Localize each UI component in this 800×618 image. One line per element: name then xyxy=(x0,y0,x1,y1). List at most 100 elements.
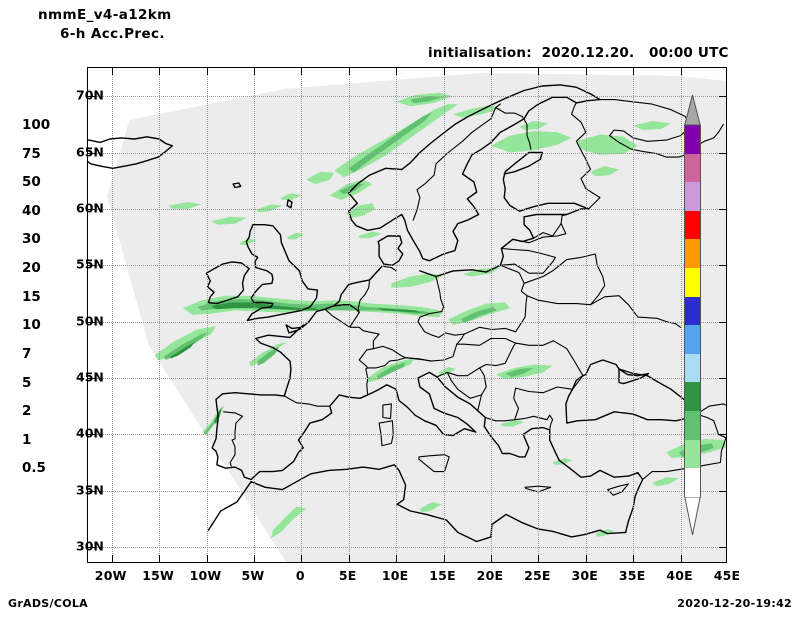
graticule-parallel xyxy=(88,434,726,436)
graticule-meridian xyxy=(585,68,587,562)
precipitation-contour xyxy=(453,105,501,118)
y-axis-tick xyxy=(88,490,95,492)
map-plot-frame[interactable] xyxy=(87,67,727,563)
map-outline xyxy=(419,151,590,278)
colorbar-band-100[interactable] xyxy=(684,125,701,154)
colorbar-label-20: 20 xyxy=(22,260,41,277)
colorbar-band-5[interactable] xyxy=(684,382,701,412)
map-outline xyxy=(232,182,242,189)
graticule-parallel xyxy=(88,152,726,154)
y-axis-tick-label: 40N xyxy=(76,425,104,441)
y-axis-tick xyxy=(719,96,726,98)
precipitation-contour xyxy=(419,502,442,513)
map-outline xyxy=(500,213,568,249)
map-outline xyxy=(642,413,726,481)
colorbar-label-10: 10 xyxy=(22,317,41,334)
precipitation-contour xyxy=(348,112,433,173)
precipitation-contour xyxy=(346,203,376,218)
y-axis-tick xyxy=(719,208,726,210)
map-outline xyxy=(618,368,650,385)
footer-credit: GrADS/COLA xyxy=(8,597,88,610)
x-axis-tick xyxy=(585,555,587,562)
precipitation-contour xyxy=(280,193,302,200)
x-axis-tick xyxy=(206,555,208,562)
map-outline xyxy=(377,235,404,266)
colorbar-under-arrow-outline xyxy=(684,497,701,536)
colorbar-band-2[interactable] xyxy=(684,411,701,440)
y-axis-tick xyxy=(88,208,95,210)
map-outline xyxy=(463,264,528,335)
map-outline xyxy=(333,279,371,314)
map-outline xyxy=(283,395,331,407)
colorbar-band-1[interactable] xyxy=(684,439,701,469)
colorbar-band-10[interactable] xyxy=(684,325,701,354)
precipitation-contour xyxy=(633,121,672,130)
x-axis-tick xyxy=(301,68,303,75)
x-axis-tick-label: 5W xyxy=(241,568,265,583)
graticule-meridian xyxy=(111,68,113,562)
colorbar-label-7: 7 xyxy=(22,345,32,362)
x-axis-tick-label: 0 xyxy=(295,568,305,583)
coastlines-and-borders xyxy=(88,84,726,543)
x-axis-tick-label: 25E xyxy=(524,568,551,583)
colorbar-band-7[interactable] xyxy=(684,353,701,383)
map-outline xyxy=(696,403,726,415)
colorbar-band-30[interactable] xyxy=(684,239,701,269)
colorbar-label-2: 2 xyxy=(22,403,32,420)
map-outline xyxy=(599,99,724,158)
y-axis-tick-label: 70N xyxy=(76,87,104,103)
header-left: nmmE_v4-a12km 6-h Acc.Prec. xyxy=(38,6,378,44)
map-outline xyxy=(88,136,174,169)
footer-timestamp: 2020-12-20-19:42 xyxy=(677,597,792,610)
graticule-meridian xyxy=(680,68,682,562)
precipitation-contour xyxy=(377,362,406,380)
y-axis-tick xyxy=(719,434,726,436)
precipitation-contour xyxy=(257,346,280,366)
precipitation-contour xyxy=(358,231,382,239)
colorbar-band-75[interactable] xyxy=(684,153,701,183)
x-axis-tick xyxy=(633,555,635,562)
graticule-meridian xyxy=(206,68,208,562)
map-outline xyxy=(477,367,487,412)
x-axis-tick xyxy=(443,68,445,75)
model-name: nmmE_v4-a12km xyxy=(38,7,172,23)
precipitation-contour xyxy=(377,308,421,313)
x-axis-tick-label: 45E xyxy=(713,568,741,583)
x-axis-tick xyxy=(348,68,350,75)
precipitation-contour xyxy=(590,166,619,177)
x-axis-tick-label: 20E xyxy=(476,568,504,583)
map-outline xyxy=(484,340,584,422)
y-axis-tick-label: 60N xyxy=(76,200,104,216)
x-axis-tick xyxy=(111,555,113,562)
colorbar-band-0-5[interactable] xyxy=(684,468,701,497)
colorbar-band-20[interactable] xyxy=(684,268,701,297)
x-axis-tick-label: 15E xyxy=(429,568,456,583)
graticule-meridian xyxy=(443,68,445,562)
colorbar-band-15[interactable] xyxy=(684,296,701,326)
y-axis-tick xyxy=(88,378,95,379)
x-axis-tick xyxy=(111,68,113,75)
x-axis-tick xyxy=(159,68,161,75)
precipitation-contour xyxy=(168,202,202,209)
x-axis-tick xyxy=(206,68,208,75)
y-axis-tick xyxy=(719,321,726,323)
colorbar[interactable] xyxy=(684,95,701,536)
x-axis-tick xyxy=(443,555,445,562)
y-axis-tick-label: 30N xyxy=(76,538,104,554)
colorbar-label-15: 15 xyxy=(22,288,41,305)
colorbar-band-50[interactable] xyxy=(684,182,701,211)
x-axis-tick xyxy=(348,555,350,562)
x-axis-tick xyxy=(538,68,540,75)
x-axis-tick xyxy=(680,68,682,75)
y-axis-tick xyxy=(88,321,95,323)
map-outline xyxy=(607,483,629,496)
map-outline xyxy=(412,103,501,221)
y-axis-tick-label: 45N xyxy=(76,369,104,385)
x-axis-tick xyxy=(633,68,635,75)
y-axis-tick xyxy=(88,547,95,549)
map-outline xyxy=(205,261,250,305)
map-outline xyxy=(211,265,644,534)
x-axis-tick-label: 10W xyxy=(189,568,222,583)
y-axis-tick-label: 55N xyxy=(76,256,104,272)
colorbar-band-40[interactable] xyxy=(684,210,701,240)
